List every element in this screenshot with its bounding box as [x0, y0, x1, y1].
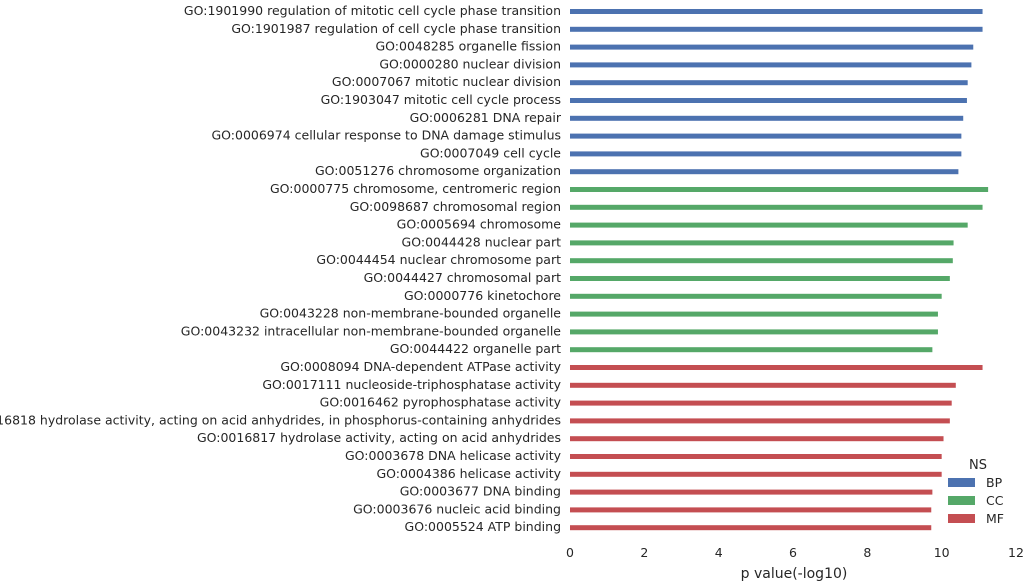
category-label: GO:0008094 DNA-dependent ATPase activity — [280, 359, 561, 374]
category-label: GO:0048285 organelle fission — [376, 39, 562, 54]
category-label: GO:0007049 cell cycle — [420, 145, 561, 160]
bar-cc — [570, 204, 983, 210]
bar-bp — [570, 133, 962, 139]
bar-mf — [570, 489, 933, 495]
category-label: GO:0000776 kinetochore — [404, 288, 561, 303]
x-tick-label: 2 — [640, 545, 648, 560]
category-label: GO:0000775 chromosome, centromeric regio… — [270, 181, 561, 196]
bar-cc — [570, 258, 953, 264]
bar-cc — [570, 240, 954, 246]
bar-mf — [570, 471, 942, 477]
x-axis-label: p value(-log10) — [741, 566, 848, 582]
category-label: GO:0043232 intracellular non-membrane-bo… — [181, 323, 562, 338]
legend-label-mf: MF — [986, 511, 1004, 526]
category-label: GO:0003677 DNA binding — [400, 484, 561, 499]
bar-cc — [570, 329, 938, 335]
category-label: GO:0005694 chromosome — [397, 217, 562, 232]
bar-cc — [570, 222, 968, 228]
bar-mf — [570, 507, 932, 513]
category-label: GO:0006974 cellular response to DNA dama… — [211, 128, 561, 143]
category-label: GO:1903047 mitotic cell cycle process — [321, 92, 561, 107]
category-label: GO:0051276 chromosome organization — [315, 163, 561, 178]
category-label: GO:0098687 chromosomal region — [350, 199, 561, 214]
x-tick-label: 6 — [789, 545, 797, 560]
bar-mf — [570, 418, 950, 424]
category-label: GO:0043228 non-membrane-bounded organell… — [260, 306, 562, 321]
category-label: GO:0044422 organelle part — [390, 341, 561, 356]
bar-bp — [570, 169, 959, 175]
legend-label-bp: BP — [986, 475, 1003, 490]
x-tick-label: 12 — [1008, 545, 1024, 560]
bar-bp — [570, 26, 983, 32]
bars-layer — [570, 9, 989, 531]
bar-bp — [570, 98, 967, 103]
category-label: GO:0016462 pyrophosphatase activity — [320, 395, 562, 410]
category-label: GO:0000280 nuclear division — [379, 56, 561, 71]
bar-bp — [570, 62, 972, 68]
legend-swatch-bp — [948, 478, 975, 487]
legend: NS BP CC MF — [948, 458, 1004, 526]
bar-mf — [570, 454, 942, 459]
category-label: GO:0005524 ATP binding — [405, 519, 561, 534]
bar-bp — [570, 44, 974, 50]
bar-mf — [570, 525, 932, 531]
bar-cc — [570, 311, 938, 317]
category-label: GO:0044428 nuclear part — [402, 234, 562, 249]
legend-entries: BP CC MF — [948, 475, 1004, 526]
bar-mf — [570, 400, 952, 406]
x-tick-label: 8 — [863, 545, 871, 560]
x-tick-label: 4 — [715, 545, 723, 560]
category-label: GO:0006281 DNA repair — [410, 110, 562, 125]
category-label: GO:0016817 hydrolase activity, acting on… — [197, 430, 561, 445]
bar-cc — [570, 293, 942, 299]
category-label: GO:1901987 regulation of cell cycle phas… — [231, 21, 561, 36]
bar-bp — [570, 151, 962, 157]
category-label: GO:0016818 hydrolase activity, acting on… — [0, 412, 561, 427]
bar-bp — [570, 80, 968, 86]
x-tick-label: 10 — [934, 545, 950, 560]
bar-mf — [570, 436, 944, 442]
bar-mf — [570, 382, 956, 388]
x-axis-ticks-layer: 0 2 4 6 8 10 12 — [566, 545, 1024, 560]
category-label: GO:0004386 helicase activity — [376, 466, 561, 481]
category-label: GO:0003678 DNA helicase activity — [345, 448, 562, 463]
bar-mf — [570, 365, 983, 370]
category-label: GO:0003676 nucleic acid binding — [353, 501, 561, 516]
legend-label-cc: CC — [986, 493, 1004, 508]
category-label: GO:0007067 mitotic nuclear division — [332, 74, 561, 89]
bar-cc — [570, 347, 933, 353]
legend-title: NS — [969, 458, 987, 473]
legend-swatch-cc — [948, 496, 975, 505]
category-labels-layer: GO:1901990 regulation of mitotic cell cy… — [0, 3, 562, 534]
category-label: GO:0017111 nucleoside-triphosphatase act… — [262, 377, 561, 392]
bar-cc — [570, 187, 989, 192]
legend-swatch-mf — [948, 514, 975, 523]
bar-cc — [570, 276, 950, 281]
category-label: GO:1901990 regulation of mitotic cell cy… — [184, 3, 561, 18]
bar-bp — [570, 115, 964, 121]
category-label: GO:0044427 chromosomal part — [364, 270, 561, 285]
bar-bp — [570, 9, 983, 14]
x-tick-label: 0 — [566, 545, 574, 560]
category-label: GO:0044454 nuclear chromosome part — [316, 252, 561, 267]
